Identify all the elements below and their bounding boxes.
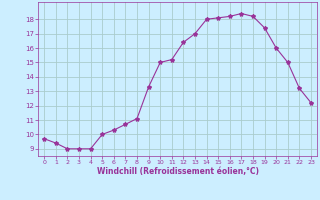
X-axis label: Windchill (Refroidissement éolien,°C): Windchill (Refroidissement éolien,°C): [97, 167, 259, 176]
